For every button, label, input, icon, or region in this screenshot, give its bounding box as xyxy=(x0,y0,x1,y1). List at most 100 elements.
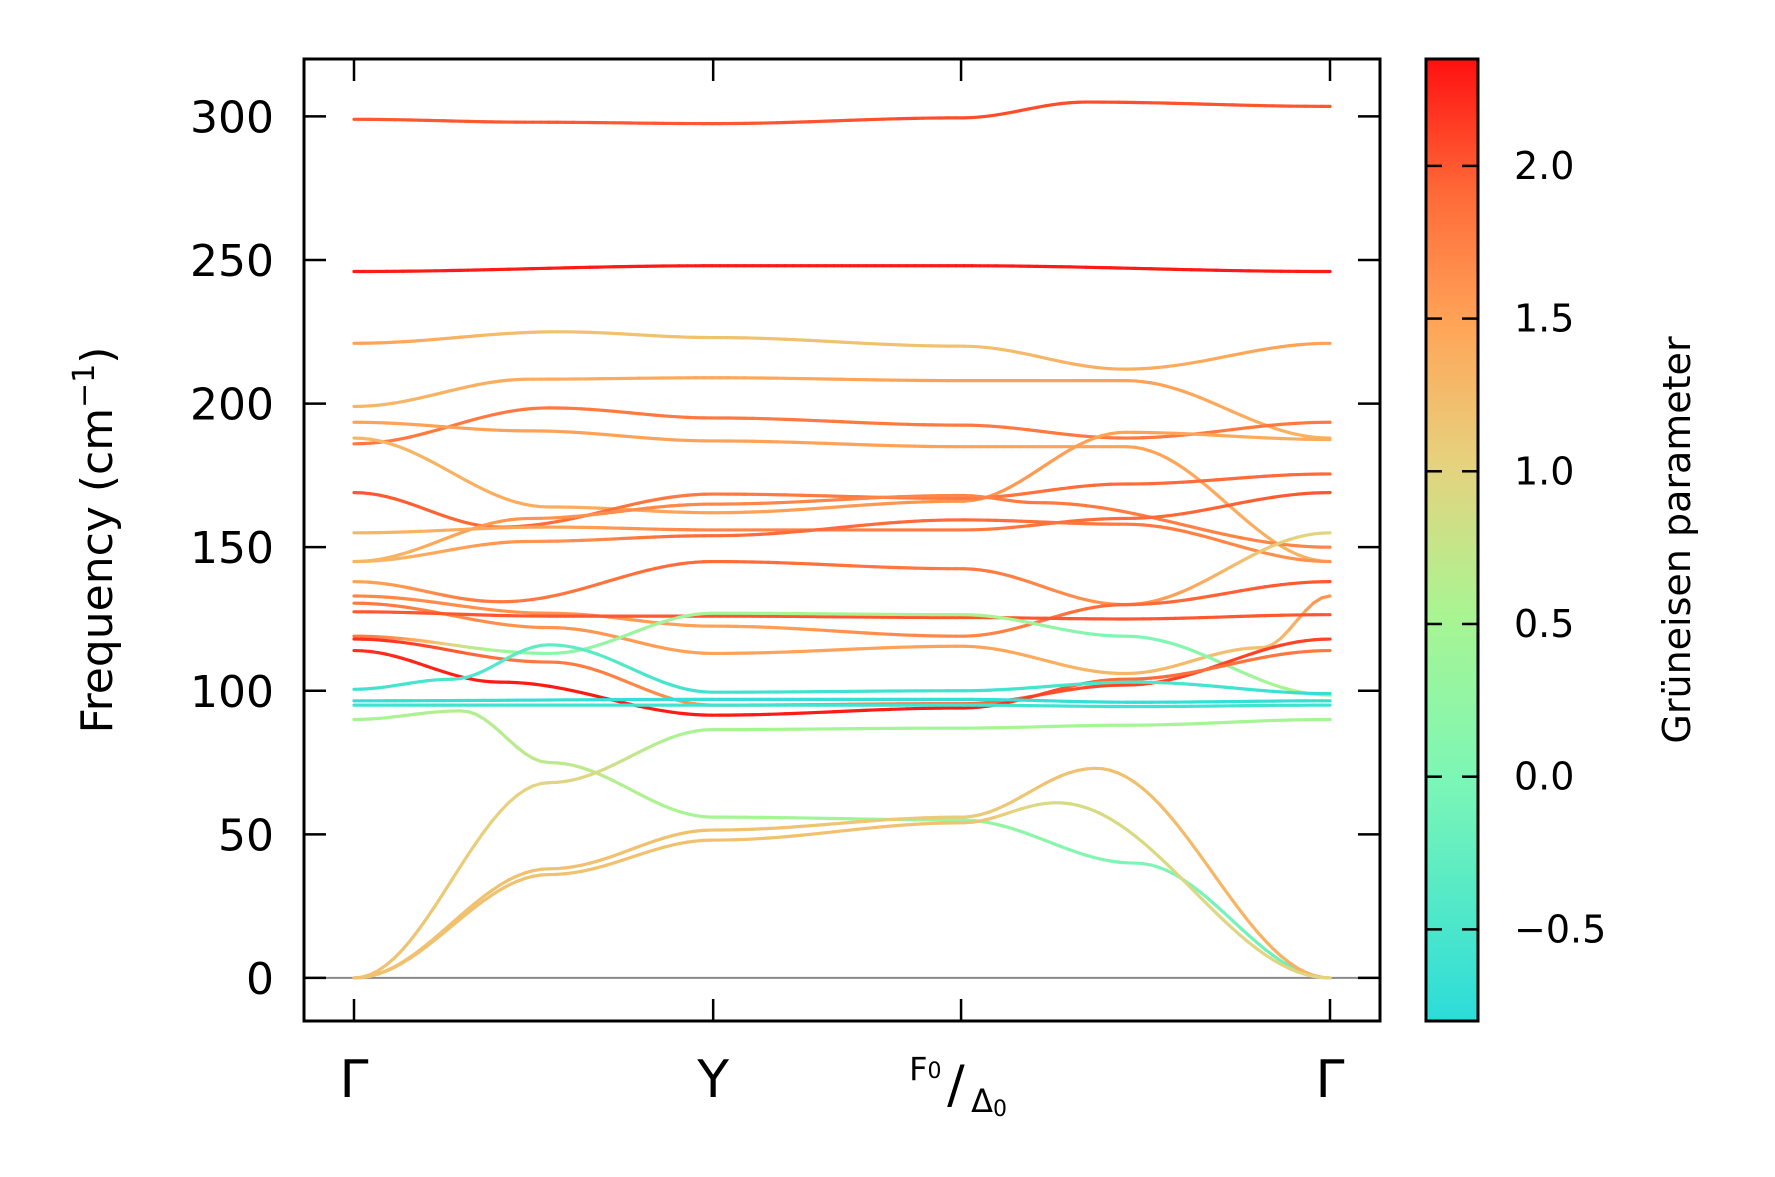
band-segment xyxy=(450,914,462,925)
band-segment xyxy=(433,891,446,908)
band-segment xyxy=(515,788,527,798)
colorbar-tick-label: 1.5 xyxy=(1514,297,1574,341)
band-15 xyxy=(352,610,1332,621)
band-segment xyxy=(1141,786,1153,798)
kpoint-label-den: Δ0 xyxy=(971,1082,1007,1122)
band-segment xyxy=(506,738,519,749)
band-segment xyxy=(1238,513,1251,524)
band-segment xyxy=(1157,802,1169,815)
band-segment xyxy=(490,883,502,892)
band-segment xyxy=(474,894,486,905)
band-segment xyxy=(1255,947,1267,957)
colorbar-gradient xyxy=(1424,57,1480,1023)
band-24 xyxy=(352,766,1332,980)
colorbar-tick-label: 1.0 xyxy=(1514,449,1574,493)
band-segment xyxy=(1133,780,1145,791)
band-segment xyxy=(1206,896,1218,908)
band-segment xyxy=(1230,898,1243,913)
band-segment xyxy=(1222,911,1235,923)
band-segment xyxy=(1320,594,1332,600)
band-10 xyxy=(352,491,1332,535)
y-tick-label: 250 xyxy=(190,236,274,287)
band-23 xyxy=(352,717,1332,980)
band-segment xyxy=(1247,520,1259,531)
band-segment xyxy=(1125,827,1137,838)
band-4 xyxy=(352,376,1332,440)
band-segment xyxy=(1133,834,1145,844)
band-segment xyxy=(1222,919,1235,930)
band-segment xyxy=(1222,887,1235,902)
band-segment xyxy=(1271,947,1283,958)
band-segment xyxy=(1198,853,1210,868)
band-18 xyxy=(352,648,1332,717)
band-5 xyxy=(352,406,1332,446)
kpoint-label: Γ xyxy=(1316,1050,1345,1110)
band-segment xyxy=(1263,938,1275,951)
band-segment xyxy=(1043,458,1056,467)
band-12 xyxy=(352,531,1332,607)
band-segment xyxy=(1238,926,1251,937)
band-segment xyxy=(1141,840,1153,852)
band-segment xyxy=(450,865,462,882)
band-segment xyxy=(1116,822,1129,832)
band-segment xyxy=(1247,919,1259,933)
band-segment xyxy=(1287,618,1300,632)
band-segment xyxy=(1190,887,1202,899)
band-25 xyxy=(352,801,1332,980)
band-segment xyxy=(458,911,470,922)
band-segment xyxy=(1271,636,1283,646)
band-segment xyxy=(1238,909,1251,924)
band-segment xyxy=(433,931,446,942)
band-segment xyxy=(490,809,502,823)
band-segment xyxy=(482,819,494,834)
band-segment xyxy=(1198,890,1210,901)
band-segment xyxy=(441,921,454,933)
band-segment xyxy=(1255,929,1267,943)
band-segment xyxy=(482,717,494,727)
band-19 xyxy=(352,643,1332,696)
band-9 xyxy=(352,493,1332,564)
band-segment xyxy=(425,938,437,948)
band-segment xyxy=(1271,953,1283,963)
band-segment xyxy=(1181,466,1194,476)
band-segment xyxy=(384,956,397,967)
band-segment xyxy=(1238,933,1251,944)
band-segment xyxy=(1181,878,1194,891)
band-segment xyxy=(1173,870,1186,883)
band-segment xyxy=(1165,862,1178,875)
band-22 xyxy=(352,709,1332,980)
band-segment xyxy=(409,927,421,942)
y-tick-label: 50 xyxy=(218,810,274,861)
band-segment xyxy=(1247,940,1259,951)
band-segment xyxy=(1181,831,1194,846)
band-segment xyxy=(1027,469,1039,478)
band-segment xyxy=(1157,855,1169,867)
band-2 xyxy=(352,264,1332,274)
band-segment xyxy=(1263,533,1275,543)
band-segment xyxy=(498,801,511,813)
y-tick-label: 300 xyxy=(190,92,274,143)
band-21 xyxy=(352,703,1332,709)
band-segment xyxy=(1206,485,1218,496)
band-segment xyxy=(1247,933,1259,945)
band-segment xyxy=(425,903,437,920)
band-20 xyxy=(352,697,1332,704)
colorbar-tick-label: −0.5 xyxy=(1514,907,1606,951)
band-7 xyxy=(352,430,1332,515)
band-segment xyxy=(506,794,519,805)
band-segment xyxy=(515,745,527,755)
y-tick-label: 0 xyxy=(246,954,274,1005)
band-segment xyxy=(466,904,478,915)
band-segment xyxy=(417,944,429,954)
band-segment xyxy=(1279,627,1291,640)
band-segment xyxy=(1263,947,1275,958)
band-segment xyxy=(401,938,413,951)
band-segment xyxy=(417,916,429,931)
band-segment xyxy=(1165,811,1178,825)
y-tick-label: 200 xyxy=(190,380,274,431)
band-segment xyxy=(1149,847,1161,859)
band-segment xyxy=(1190,883,1202,894)
band-6 xyxy=(352,420,1332,564)
